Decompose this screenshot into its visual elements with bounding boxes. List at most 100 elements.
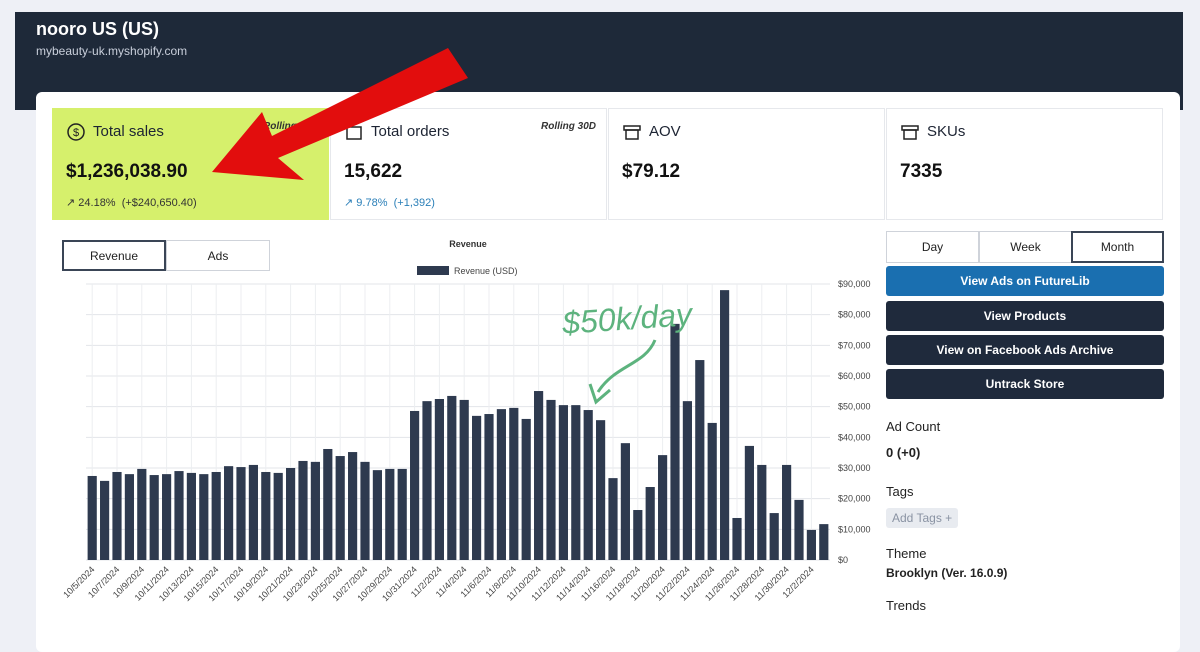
bar	[472, 415, 482, 560]
y-tick-label: $50,000	[838, 402, 871, 412]
sidebar-value: 0 (+0)	[886, 445, 921, 460]
y-tick-label: $0	[838, 555, 848, 565]
bar	[521, 418, 531, 560]
y-tick-label: $60,000	[838, 371, 871, 381]
stat-value: $1,236,038.90	[66, 161, 188, 182]
range-button[interactable]: Month	[1071, 231, 1164, 263]
change-pct: 24.18%	[78, 197, 116, 209]
tab-button[interactable]: Revenue	[62, 240, 166, 271]
bar	[211, 471, 221, 560]
tab-button[interactable]: Ads	[166, 240, 270, 271]
bar	[583, 410, 593, 560]
bar	[534, 391, 544, 560]
stat-label: AOV	[649, 123, 681, 140]
bar	[348, 452, 358, 560]
stat-value: 15,622	[344, 161, 403, 182]
bar	[596, 420, 606, 560]
bar	[744, 445, 754, 560]
bar	[459, 399, 469, 560]
y-tick-label: $40,000	[838, 432, 871, 442]
bar	[571, 405, 581, 560]
bar	[434, 399, 444, 560]
change-detail: (+1,392)	[393, 197, 435, 209]
bar	[757, 464, 767, 560]
stat-label: Total sales	[93, 123, 164, 140]
bar	[87, 475, 97, 560]
sidebar-label: Theme	[886, 546, 927, 561]
bar	[509, 407, 519, 560]
chart-title: Revenue	[449, 239, 487, 249]
bar	[422, 401, 432, 560]
bar	[769, 513, 779, 560]
bar	[484, 414, 494, 560]
bar	[261, 471, 271, 560]
action-button[interactable]: View Products	[886, 301, 1164, 331]
page: nooro US (US) mybeauty-uk.myshopify.com …	[15, 12, 1183, 652]
bar	[310, 461, 320, 560]
sidebar-label: Ad Count	[886, 419, 941, 434]
bar	[224, 466, 234, 560]
bar	[149, 475, 159, 560]
bar	[397, 468, 407, 560]
stat-label: SKUs	[927, 123, 966, 140]
chart: Revenue $0 $10,000 $20,000 $30,000 $40,000 $5…	[61, 239, 871, 603]
change-detail: (+$240,650.40)	[121, 197, 197, 209]
y-tick-label: $10,000	[838, 524, 871, 534]
bar	[298, 460, 308, 560]
bar	[645, 487, 655, 560]
range-button[interactable]: Day	[886, 231, 979, 263]
bar	[496, 409, 506, 560]
range-button[interactable]: Week	[979, 231, 1072, 263]
sidebar-label: Tags	[886, 484, 914, 499]
bar	[707, 422, 717, 560]
bar	[546, 399, 556, 560]
bar	[236, 467, 246, 560]
action-button[interactable]: View Ads on FutureLib	[886, 266, 1164, 296]
y-tick-label: $80,000	[838, 310, 871, 320]
bar	[806, 529, 816, 560]
y-tick-label: $70,000	[838, 340, 871, 350]
bar	[558, 405, 568, 560]
bar	[670, 323, 680, 560]
bar	[112, 471, 122, 560]
bar	[100, 480, 110, 560]
bar	[162, 474, 172, 560]
bar	[323, 448, 333, 560]
bar	[410, 410, 420, 560]
bar	[174, 471, 184, 560]
svg-text:$: $	[73, 127, 79, 139]
stat-change: ↗ 24.18% (+$240,650.40)	[66, 197, 197, 209]
bar	[360, 461, 370, 560]
bar	[620, 443, 630, 560]
stat-label: Total orders	[371, 123, 450, 140]
icon	[623, 125, 641, 140]
legend-label: Revenue (USD)	[454, 266, 518, 276]
change-pct: 9.78%	[356, 197, 388, 209]
bar	[137, 468, 147, 560]
sidebar-value: Brooklyn (Ver. 16.0.9)	[886, 566, 1008, 580]
bar	[199, 474, 209, 560]
stat-card: SKUs 7335	[886, 108, 1163, 220]
bar	[608, 478, 618, 560]
y-tick-label: $30,000	[838, 463, 871, 473]
stat-card: AOV $79.12	[608, 108, 885, 220]
stat-card: $ Total sales Rolling 30D $1,236,038.90 …	[52, 108, 329, 220]
bar	[335, 456, 345, 560]
bar	[819, 524, 829, 560]
stat-badge: Rolling 30D	[262, 121, 318, 132]
add-tags-button[interactable]: Add Tags +	[886, 508, 959, 528]
stat-value: $79.12	[622, 161, 681, 182]
action-button[interactable]: View on Facebook Ads Archive	[886, 335, 1164, 365]
bar	[782, 464, 792, 560]
bar	[720, 290, 730, 560]
y-tick-label: $20,000	[838, 494, 871, 504]
bar	[286, 468, 296, 560]
store-title: nooro US (US)	[36, 19, 159, 39]
bar	[186, 472, 196, 560]
bar	[794, 499, 804, 560]
icon	[901, 125, 919, 140]
icon: $	[67, 123, 85, 141]
action-button[interactable]: Untrack Store	[886, 369, 1164, 399]
bar	[658, 455, 668, 560]
stat-badge: Rolling 30D	[540, 121, 596, 132]
